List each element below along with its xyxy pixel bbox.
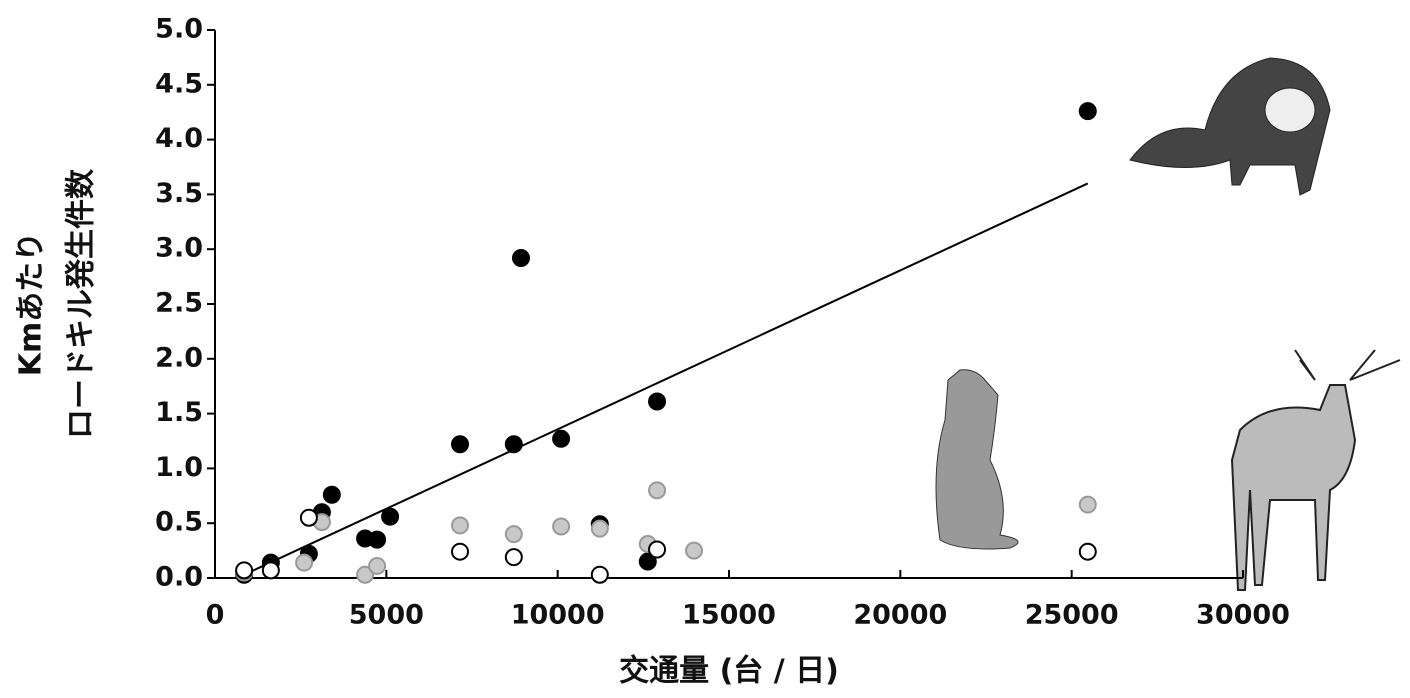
data-point	[648, 481, 667, 500]
data-point	[451, 542, 470, 561]
data-point	[451, 516, 470, 535]
data-point	[1078, 102, 1097, 121]
x-axis-title: 交通量 (台 / 日)	[619, 654, 839, 689]
data-point	[451, 435, 470, 454]
data-point	[299, 508, 318, 527]
data-point	[638, 552, 657, 571]
y-tick-label: 2.5	[155, 288, 203, 319]
data-point	[590, 565, 609, 584]
y-tick-label: 1.5	[155, 397, 203, 428]
data-point	[504, 548, 523, 567]
data-point	[322, 485, 341, 504]
data-point	[685, 541, 704, 560]
y-tick-label: 0.5	[155, 507, 203, 538]
x-tick-label: 15000	[682, 600, 776, 631]
y-tick-label: 1.0	[155, 452, 203, 483]
data-point	[648, 392, 667, 411]
cat-illustration	[935, 369, 1019, 550]
data-point	[261, 561, 280, 580]
y-tick-label: 4.5	[155, 68, 203, 99]
raccoon-dog-illustration	[1129, 57, 1331, 196]
data-point	[504, 435, 523, 454]
data-point	[552, 429, 571, 448]
y-tick-label: 0.0	[155, 562, 203, 593]
data-point	[512, 248, 531, 267]
data-point	[295, 553, 314, 572]
data-point	[648, 540, 667, 559]
data-point	[504, 525, 523, 544]
data-point	[552, 517, 571, 536]
y-tick-label: 3.0	[155, 233, 203, 264]
data-point	[1078, 542, 1097, 561]
x-tick-label: 5000	[349, 600, 424, 631]
y-tick-label: 3.5	[155, 178, 203, 209]
data-point	[368, 556, 387, 575]
data-point	[356, 565, 375, 584]
y-axis-title: ロードキル発生件数	[64, 168, 99, 439]
x-tick-label: 20000	[853, 600, 947, 631]
y-tick-label: 5.0	[155, 14, 203, 45]
data-point	[381, 507, 400, 526]
data-point	[590, 519, 609, 538]
deer-illustration	[1230, 349, 1401, 591]
x-tick-label: 0	[206, 600, 225, 631]
y-tick-label: 2.0	[155, 342, 203, 373]
y-axis-title: Kmあたり	[14, 232, 49, 377]
data-point	[368, 530, 387, 549]
data-point	[235, 561, 254, 580]
data-point	[1078, 495, 1097, 514]
x-tick-label: 10000	[511, 600, 605, 631]
y-tick-label: 4.0	[155, 123, 203, 154]
x-tick-label: 30000	[1196, 600, 1290, 631]
x-tick-label: 25000	[1025, 600, 1119, 631]
